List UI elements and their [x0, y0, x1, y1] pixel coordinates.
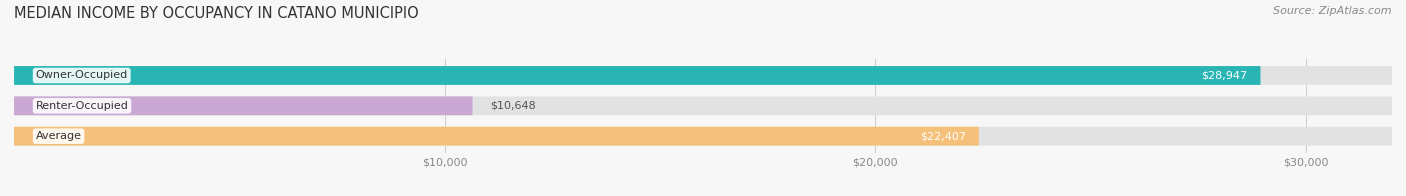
Text: Average: Average [35, 131, 82, 141]
Text: Renter-Occupied: Renter-Occupied [35, 101, 128, 111]
Text: MEDIAN INCOME BY OCCUPANCY IN CATANO MUNICIPIO: MEDIAN INCOME BY OCCUPANCY IN CATANO MUN… [14, 6, 419, 21]
FancyBboxPatch shape [14, 96, 472, 115]
Text: Owner-Occupied: Owner-Occupied [35, 71, 128, 81]
Text: Source: ZipAtlas.com: Source: ZipAtlas.com [1274, 6, 1392, 16]
Text: $10,648: $10,648 [489, 101, 536, 111]
Text: $22,407: $22,407 [920, 131, 966, 141]
FancyBboxPatch shape [14, 127, 1392, 146]
FancyBboxPatch shape [14, 66, 1392, 85]
FancyBboxPatch shape [14, 96, 1392, 115]
Text: $28,947: $28,947 [1202, 71, 1247, 81]
FancyBboxPatch shape [14, 127, 979, 146]
FancyBboxPatch shape [14, 66, 1261, 85]
